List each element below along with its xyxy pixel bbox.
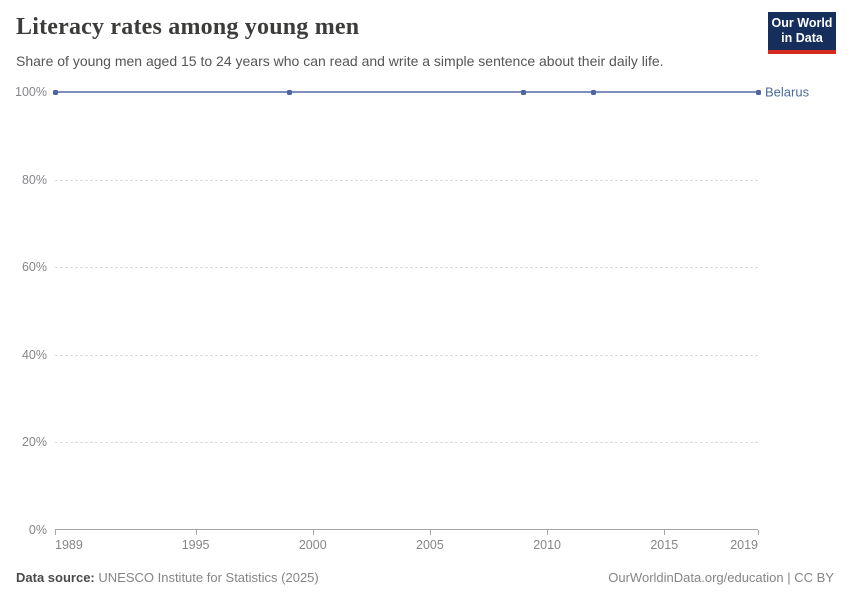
x-tick-2005 [429, 530, 431, 535]
data-source-label: Data source: [16, 570, 95, 585]
series-line-belarus[interactable] [55, 90, 758, 94]
x-tick-label-2015: 2015 [650, 538, 679, 552]
chart-title: Literacy rates among young men [16, 14, 360, 40]
x-tick-1989 [55, 530, 56, 535]
license-link[interactable]: CC BY [794, 570, 834, 585]
x-tick-label-2000: 2000 [298, 538, 327, 552]
y-tick-label-80: 80% [21, 172, 47, 187]
gridline-20 [55, 442, 758, 444]
x-tick-1995 [195, 530, 197, 535]
y-tick-label-60: 60% [21, 260, 47, 275]
gridline-80 [55, 179, 758, 181]
gridline-60 [55, 267, 758, 269]
y-tick-label-0: 0% [28, 523, 47, 537]
y-tick-label-20: 20% [21, 435, 47, 450]
chart-footer: Data source: UNESCO Institute for Statis… [16, 570, 834, 585]
y-tick-label-40: 40% [21, 347, 47, 362]
x-tick-2010 [547, 530, 549, 535]
data-source-text: UNESCO Institute for Statistics (2025) [98, 570, 319, 585]
data-source-note: Data source: UNESCO Institute for Statis… [16, 570, 319, 585]
x-tick-label-2019: 2019 [730, 538, 758, 552]
x-axis-line [55, 529, 758, 530]
data-point-marker-belarus-2009[interactable] [521, 89, 527, 95]
attribution: OurWorldinData.org/education | CC BY [608, 570, 834, 585]
plot-area: 0% 20% 40% 60% 80% 100% 1989 1995 2000 2005 2010 20… [15, 85, 809, 553]
data-point-marker-belarus-2012[interactable] [591, 89, 597, 95]
x-tick-2015 [664, 530, 666, 535]
owid-url-link[interactable]: OurWorldinData.org/education [608, 570, 784, 585]
gridline-40 [55, 354, 758, 356]
owid-logo[interactable]: Our World in Data [768, 12, 836, 54]
x-tick-2019 [758, 530, 759, 535]
x-tick-2000 [312, 530, 314, 535]
owid-logo-line2: in Data [781, 31, 823, 45]
y-tick-label-100: 100% [15, 85, 47, 99]
attribution-divider: | [787, 570, 791, 585]
entity-label-belarus[interactable]: Belarus [765, 84, 810, 100]
data-point-marker-belarus-1999[interactable] [286, 89, 292, 95]
x-tick-label-2010: 2010 [533, 538, 561, 552]
x-tick-label-1989: 1989 [55, 538, 83, 552]
data-point-marker-belarus-2019[interactable] [755, 89, 761, 95]
x-tick-label-1995: 1995 [181, 538, 210, 552]
x-tick-label-2005: 2005 [416, 538, 444, 552]
data-point-marker-belarus-1989[interactable] [52, 89, 58, 95]
chart-subtitle: Share of young men aged 15 to 24 years w… [16, 53, 664, 69]
owid-logo-line1: Our World [771, 16, 833, 30]
